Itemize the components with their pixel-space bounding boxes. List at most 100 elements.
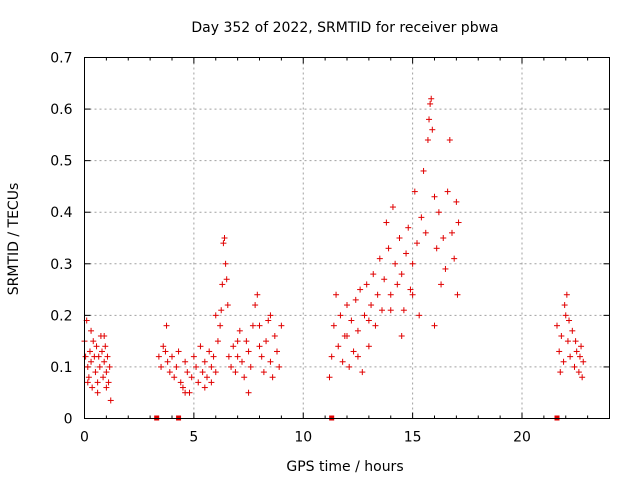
data-point [247, 363, 254, 370]
plot-frame [84, 57, 610, 419]
data-point [398, 332, 405, 339]
data-point [573, 348, 580, 355]
data-point [101, 332, 108, 339]
data-point [212, 312, 219, 319]
data-point [578, 343, 585, 350]
data-point [171, 374, 178, 381]
data-point [409, 291, 416, 298]
data-point [245, 348, 252, 355]
data-point [224, 302, 231, 309]
data-point [344, 332, 350, 339]
x-axis-label: GPS time / hours [286, 459, 403, 475]
data-point [105, 379, 112, 386]
data-point [274, 348, 280, 355]
data-point [554, 322, 560, 329]
data-point [193, 363, 200, 370]
x-tick-label: 0 [80, 430, 89, 446]
data-point [99, 348, 105, 355]
data-point [101, 358, 108, 365]
data-point [326, 374, 333, 381]
x-tick-label: 10 [294, 430, 312, 446]
data-point [411, 188, 418, 195]
data-point [420, 167, 427, 174]
data-point [245, 389, 252, 396]
data-point [440, 235, 447, 241]
data-point [241, 374, 248, 381]
data-point [579, 374, 586, 381]
data-point [330, 322, 337, 329]
data-point [84, 379, 91, 386]
y-tick-label: 0.1 [50, 360, 72, 376]
data-point [267, 312, 274, 319]
data-point [88, 358, 95, 365]
data-point [89, 384, 96, 391]
y-tick-label: 0 [64, 412, 73, 428]
data-point [416, 312, 423, 319]
data-point [106, 363, 113, 370]
data-point [228, 363, 235, 370]
data-point [379, 307, 385, 314]
data-point [435, 209, 442, 216]
data-point [569, 327, 576, 334]
data-point [426, 116, 433, 123]
data-point [82, 353, 89, 360]
data-point [184, 369, 191, 376]
data-point [249, 322, 256, 329]
data-point [190, 353, 197, 360]
data-point [381, 276, 388, 283]
data-point [454, 291, 461, 298]
data-point [217, 322, 224, 329]
data-point [160, 343, 167, 350]
data-point [422, 229, 429, 236]
axis-ticks [84, 57, 610, 419]
data-point [427, 100, 434, 107]
data-point [558, 332, 565, 339]
data-point [162, 348, 169, 355]
data-point [103, 384, 110, 391]
data-point [221, 235, 228, 241]
data-point [449, 229, 455, 236]
data-point [256, 343, 263, 350]
y-tick-label: 0.4 [50, 205, 72, 221]
data-point [368, 302, 375, 309]
data-point [442, 265, 449, 272]
data-point [352, 296, 359, 303]
data-point [400, 307, 407, 314]
data-point [219, 281, 226, 288]
y-axis-label: SRMTID / TECUs [6, 183, 22, 296]
data-point [265, 317, 272, 324]
data-point [396, 235, 403, 241]
data-point [444, 188, 451, 195]
x-tick-label: 20 [513, 430, 531, 446]
y-tick-label: 0.7 [50, 51, 72, 67]
data-point [403, 250, 410, 257]
data-point [86, 348, 93, 355]
data-point [94, 379, 101, 386]
data-point [354, 353, 361, 360]
data-point [267, 358, 274, 365]
data-point [258, 353, 265, 360]
data-point [201, 384, 208, 391]
data-point [455, 219, 462, 226]
data-point [236, 327, 243, 334]
data-point [158, 363, 165, 370]
data-point [357, 286, 364, 293]
data-point [567, 353, 574, 360]
data-point [239, 358, 245, 365]
data-point [100, 374, 107, 381]
data-point [85, 374, 92, 381]
data-point [269, 374, 276, 381]
data-point [173, 363, 180, 370]
data-point [201, 358, 208, 365]
data-point [418, 214, 425, 221]
data-point [88, 327, 95, 334]
data-point [394, 281, 401, 288]
data-point [243, 338, 250, 345]
data-point [218, 307, 225, 314]
data-point [197, 343, 204, 350]
data-point [254, 291, 261, 298]
y-tick-label: 0.5 [50, 154, 72, 170]
data-point [370, 271, 377, 278]
